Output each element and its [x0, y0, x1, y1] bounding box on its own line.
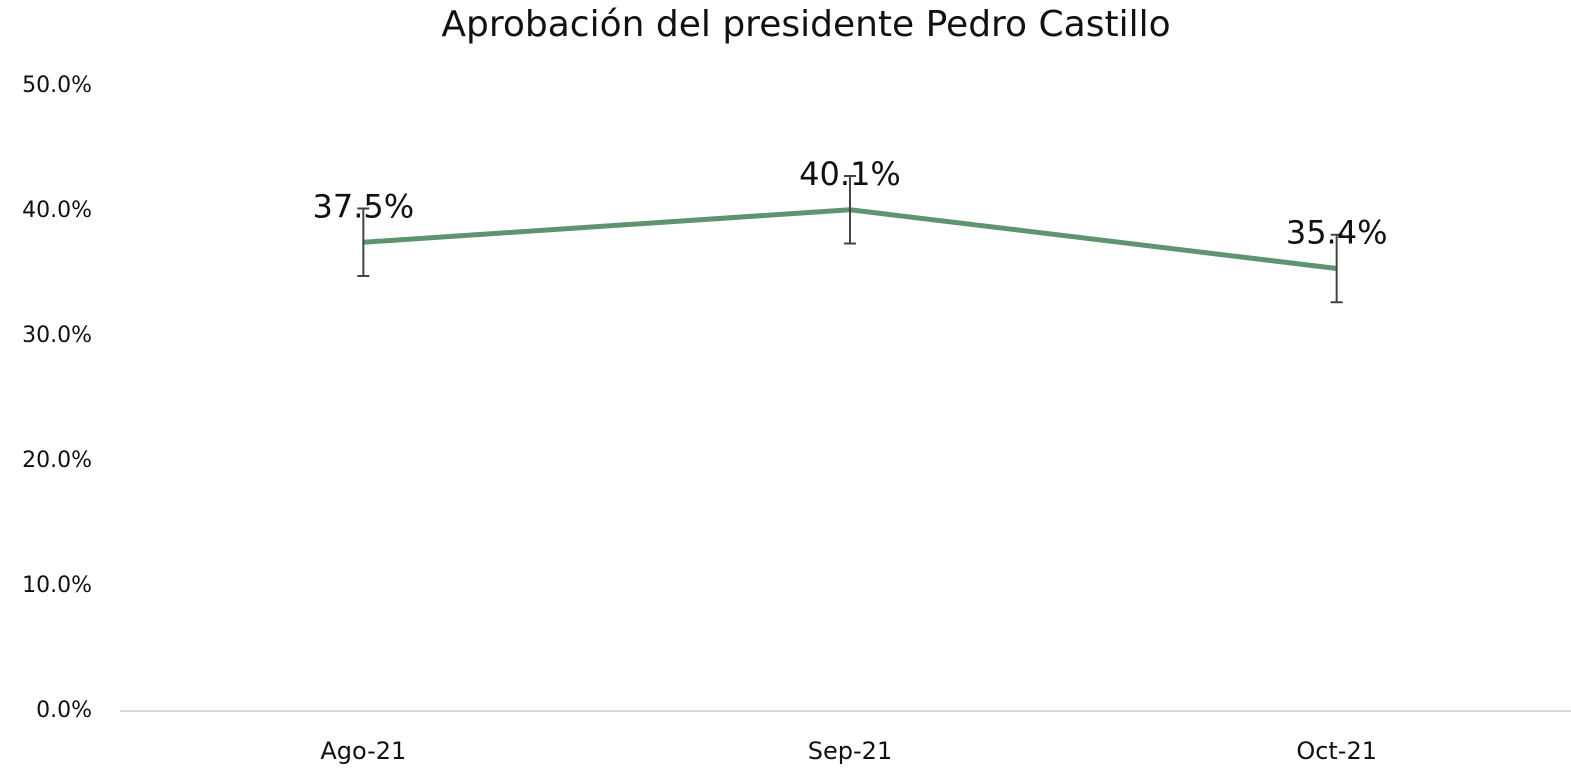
- data-label: 40.1%: [799, 155, 901, 193]
- y-tick-label: 20.0%: [22, 448, 92, 473]
- x-tick-label: Sep-21: [808, 737, 892, 765]
- x-tick-label: Oct-21: [1296, 737, 1377, 765]
- y-tick-label: 40.0%: [22, 198, 92, 223]
- y-tick-label: 30.0%: [22, 323, 92, 348]
- y-tick-label: 0.0%: [36, 698, 92, 723]
- data-label: 35.4%: [1286, 214, 1388, 252]
- data-label: 37.5%: [313, 187, 415, 225]
- y-tick-label: 10.0%: [22, 573, 92, 598]
- x-tick-label: Ago-21: [320, 737, 406, 765]
- y-tick-label: 50.0%: [22, 73, 92, 98]
- chart-title: Aprobación del presidente Pedro Castillo: [441, 4, 1170, 45]
